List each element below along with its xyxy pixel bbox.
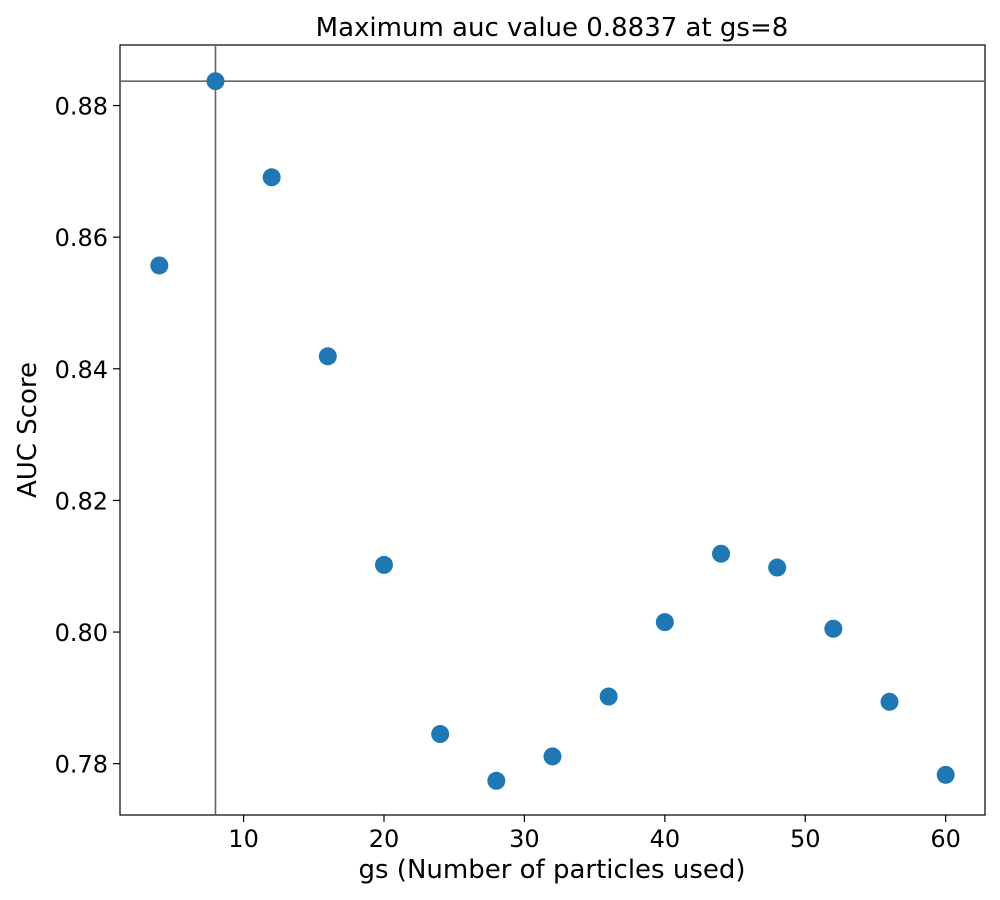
data-point bbox=[824, 619, 843, 638]
y-tick-label: 0.80 bbox=[55, 619, 108, 647]
x-tick-label: 60 bbox=[930, 825, 961, 853]
data-point bbox=[431, 725, 450, 744]
x-tick-label: 30 bbox=[509, 825, 540, 853]
data-point bbox=[318, 347, 337, 366]
data-point bbox=[150, 256, 169, 275]
data-point bbox=[768, 558, 787, 577]
data-point bbox=[712, 544, 731, 563]
y-tick-label: 0.86 bbox=[55, 224, 108, 252]
x-axis-label: gs (Number of particles used) bbox=[358, 855, 745, 885]
data-point bbox=[880, 692, 899, 711]
y-tick-label: 0.78 bbox=[55, 751, 108, 779]
data-point bbox=[487, 771, 506, 790]
data-point bbox=[599, 687, 618, 706]
x-tick-label: 20 bbox=[369, 825, 400, 853]
x-tick-label: 40 bbox=[650, 825, 681, 853]
x-tick-label: 50 bbox=[790, 825, 821, 853]
y-tick-label: 0.82 bbox=[55, 487, 108, 515]
plot-area: 10 20 30 40 50 60 0.78 0.80 0.82 0.84 0.86 0.88 bbox=[55, 44, 986, 853]
y-axis-label: AUC Score bbox=[13, 362, 43, 498]
y-tick-label: 0.84 bbox=[55, 356, 108, 384]
data-point bbox=[543, 747, 562, 766]
data-point bbox=[206, 72, 225, 91]
axes-frame bbox=[119, 44, 986, 816]
data-point bbox=[262, 168, 281, 187]
data-point bbox=[936, 765, 955, 784]
x-tick-label: 10 bbox=[228, 825, 259, 853]
data-point bbox=[655, 613, 674, 632]
y-tick-label: 0.88 bbox=[55, 93, 108, 121]
data-point bbox=[374, 555, 393, 574]
chart-title: Maximum auc value 0.8837 at gs=8 bbox=[316, 13, 789, 43]
